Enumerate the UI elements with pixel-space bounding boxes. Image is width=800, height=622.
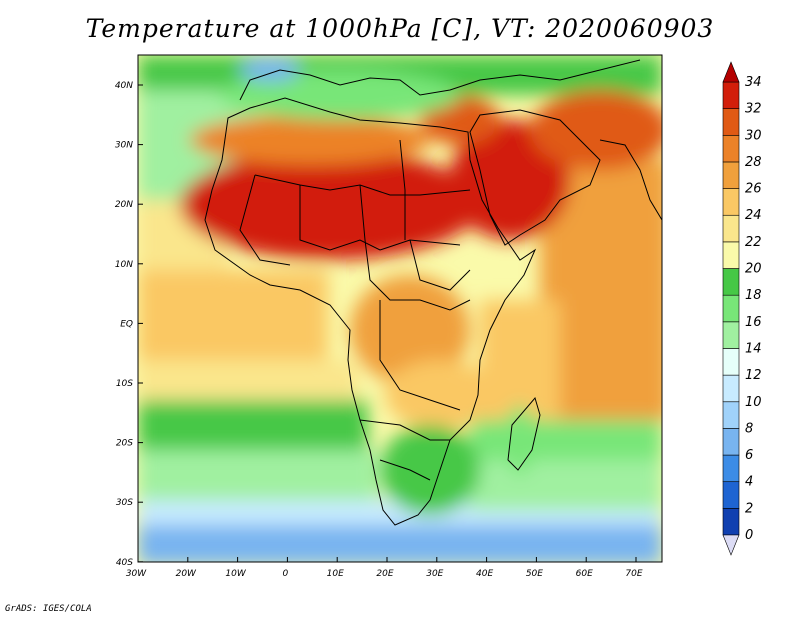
lon-label: 30E — [426, 569, 443, 579]
colorbar-box — [722, 321, 740, 349]
colorbar-label: 0 — [745, 528, 753, 543]
map-frame — [137, 54, 663, 563]
lat-label: 20S — [116, 439, 133, 449]
colorbar-box — [722, 294, 740, 323]
colorbar-box — [722, 428, 740, 456]
colorbar-label: 26 — [745, 182, 762, 197]
lon-label: 10W — [225, 569, 246, 579]
colorbar-box — [722, 401, 740, 429]
colorbar-box — [722, 188, 740, 216]
lon-label: 50E — [526, 569, 543, 579]
colorbar-box — [722, 161, 740, 189]
colorbar-box — [722, 241, 740, 269]
colorbar-label: 28 — [745, 155, 762, 170]
lon-label: 20W — [176, 569, 197, 579]
colorbar-box — [722, 214, 740, 243]
border-5 — [399, 139, 406, 240]
colorbar-box — [722, 481, 740, 509]
colorbar-box — [722, 81, 740, 109]
lon-label: 40E — [476, 569, 493, 579]
border-6 — [409, 239, 471, 291]
border-9 — [239, 174, 291, 266]
colorbar-label: 10 — [745, 395, 762, 410]
colorbar-box — [722, 348, 740, 376]
colorbar-label: 22 — [745, 235, 762, 250]
border-7 — [359, 419, 450, 441]
colorbar-box — [722, 454, 740, 483]
lat-label: 10N — [115, 260, 133, 270]
colorbar-label: 12 — [745, 368, 762, 383]
lat-label: 30S — [116, 498, 133, 508]
colorbar-label: 2 — [745, 501, 753, 516]
colorbar-label: 34 — [745, 75, 762, 90]
lon-label: 0 — [283, 569, 289, 579]
colorbar-label: 8 — [745, 421, 753, 436]
colorbar-label: 18 — [745, 288, 762, 303]
longitude-axis: 30W 20W 10W 0 10E 20E 30E 40E 50E 60E 70E — [126, 557, 643, 579]
colorbar-low-triangle — [722, 534, 740, 556]
footer-credit: GrADS: IGES/COLA — [5, 604, 92, 614]
lat-label: 40N — [115, 81, 133, 91]
africa-coast — [204, 97, 537, 526]
colorbar-label: 32 — [745, 102, 762, 117]
colorbar-label: 24 — [745, 208, 762, 223]
border-4 — [379, 300, 461, 411]
arabia-coast — [469, 109, 601, 246]
europe-coast — [239, 59, 641, 101]
border-3 — [359, 184, 471, 311]
colorbar-box — [722, 134, 740, 163]
lon-label: 20E — [376, 569, 393, 579]
colorbar-box — [722, 374, 740, 403]
lat-label: 30N — [115, 141, 133, 151]
colorbar-high-triangle — [722, 61, 740, 83]
lat-label: 40S — [116, 558, 133, 568]
colorbar-box — [722, 508, 740, 536]
colorbar-label: 14 — [745, 341, 762, 356]
lon-label: 30W — [126, 569, 147, 579]
india-coast — [599, 139, 662, 221]
coastlines — [204, 59, 662, 526]
colorbar-label: 4 — [745, 475, 753, 490]
colorbar-box — [722, 268, 740, 296]
map-title: Temperature at 1000hPa [C], VT: 20200609… — [85, 14, 715, 43]
lat-label: 10S — [116, 379, 133, 389]
lon-label: 10E — [327, 569, 344, 579]
lat-label: EQ — [120, 319, 133, 329]
lat-label: 20N — [115, 200, 133, 210]
temperature-field — [138, 55, 662, 562]
border-8 — [379, 459, 431, 481]
colorbar-box — [722, 108, 740, 136]
colorbar-label: 20 — [745, 262, 762, 277]
lon-label: 70E — [625, 569, 642, 579]
colorbar-label: 16 — [745, 315, 762, 330]
colorbar-label: 6 — [745, 448, 753, 463]
colorbar-label: 30 — [745, 128, 762, 143]
latitude-axis: 40N 30N 20N 10N EQ 10S 20S 30S 40S — [115, 81, 143, 568]
madagascar-coast — [507, 396, 541, 471]
lon-label: 60E — [576, 569, 593, 579]
